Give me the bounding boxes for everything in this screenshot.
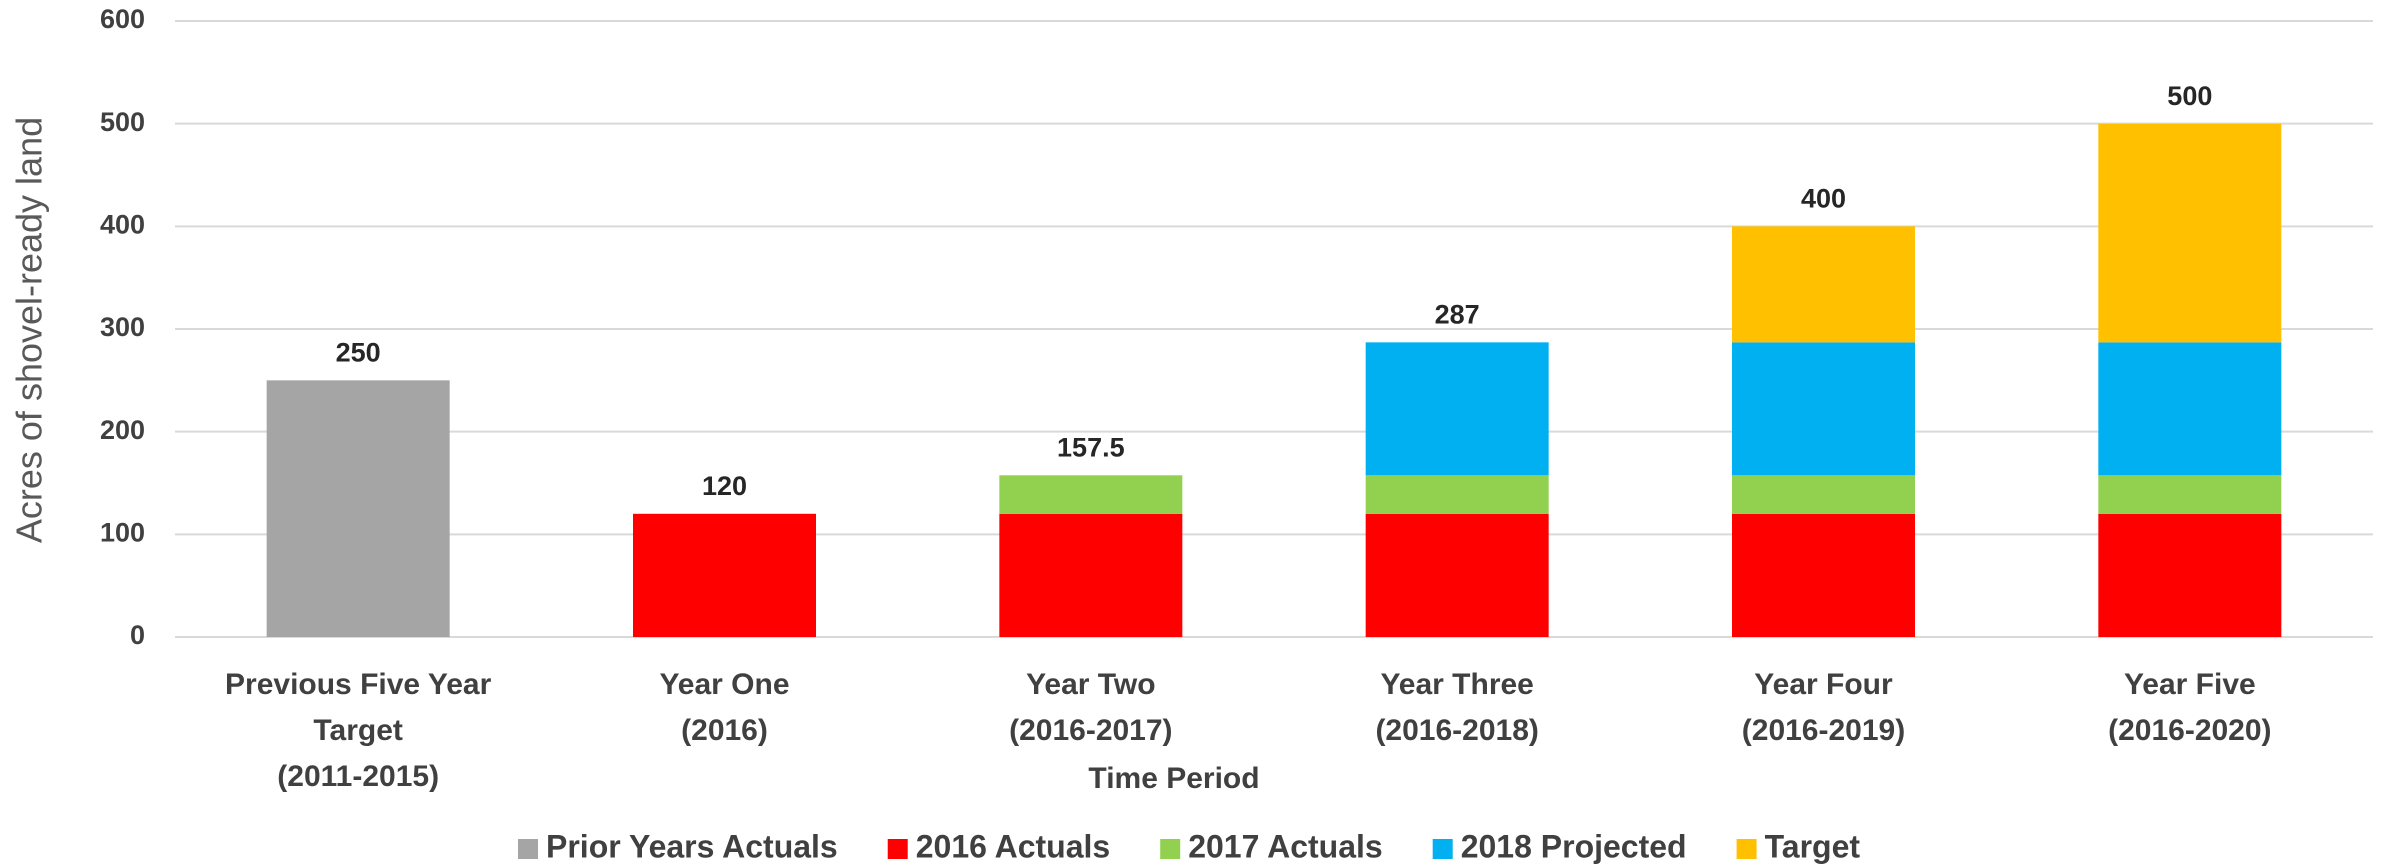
y-tick-label: 200 — [100, 415, 145, 445]
x-axis-label: Time Period — [1088, 762, 1259, 795]
y-axis-label: Acres of shovel-ready land — [9, 117, 50, 543]
legend-label: 2017 Actuals — [1188, 828, 1382, 864]
x-tick-label: Year Four (2016-2019) — [1742, 668, 1905, 747]
y-tick-label: 0 — [130, 620, 145, 650]
bar-segment — [999, 475, 1183, 514]
legend-label: Target — [1765, 828, 1861, 864]
bar-segment — [1365, 475, 1549, 514]
bar-segment — [2098, 475, 2282, 514]
x-tick-label: Year Five (2016-2020) — [2108, 668, 2271, 747]
x-tick-label: Year One (2016) — [659, 668, 789, 747]
total-label: 400 — [1801, 183, 1846, 213]
total-label: 120 — [702, 471, 747, 501]
bar-segment — [1365, 342, 1549, 476]
legend-swatch — [518, 839, 538, 859]
bar-segment — [2098, 123, 2282, 343]
y-tick-label: 600 — [100, 4, 145, 34]
legend-label: 2018 Projected — [1461, 828, 1687, 864]
x-tick-label: Year Three (2016-2018) — [1375, 668, 1538, 747]
bar-segment — [266, 380, 450, 637]
legend-swatch — [887, 839, 908, 859]
total-label: 287 — [1435, 299, 1480, 329]
y-tick-label: 300 — [100, 312, 145, 342]
legend-label: Prior Years Actuals — [546, 828, 838, 864]
bar-segment — [2098, 342, 2282, 476]
bar-segment — [1365, 513, 1549, 637]
x-tick-label: Previous Five Year Target (2011-2015) — [225, 668, 492, 793]
y-tick-label: 500 — [100, 107, 145, 137]
bar-segment — [633, 513, 816, 637]
bar-segment — [1732, 342, 1915, 476]
legend-swatch — [1160, 839, 1181, 859]
y-tick-label: 400 — [100, 209, 145, 239]
total-label: 250 — [336, 337, 381, 367]
legend-swatch — [1736, 839, 1757, 859]
bar-segment — [1732, 226, 1915, 343]
total-label: 500 — [2167, 81, 2212, 111]
x-tick-label: Year Two (2016-2017) — [1009, 668, 1172, 747]
bar-segment — [1732, 475, 1915, 514]
bar-segment — [2098, 513, 2282, 637]
y-tick-label: 100 — [100, 517, 145, 547]
bar-segment — [999, 513, 1183, 637]
legend-label: 2016 Actuals — [916, 828, 1110, 864]
bar-segment — [1732, 513, 1915, 637]
total-label: 157.5 — [1057, 432, 1125, 462]
legend-swatch — [1432, 839, 1453, 859]
